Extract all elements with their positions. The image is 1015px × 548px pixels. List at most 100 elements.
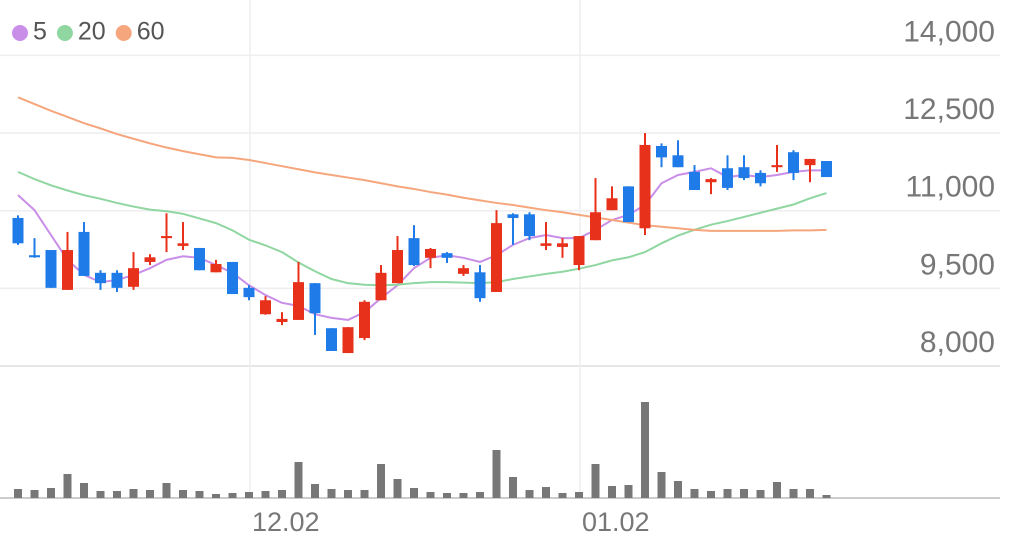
candle-body: [606, 198, 618, 211]
volume-bar: [212, 494, 220, 498]
candle-body: [738, 167, 750, 179]
volume-bar: [690, 489, 699, 498]
x-tick-label: 12.02: [252, 507, 320, 537]
candle-body: [29, 255, 40, 258]
volume-bar: [63, 474, 72, 498]
volume-bar: [459, 493, 468, 498]
candle-body: [623, 186, 634, 223]
candle-body: [161, 236, 172, 239]
candle-body: [375, 272, 387, 301]
candle-body: [491, 223, 502, 292]
volume-bar: [162, 483, 171, 498]
volume-bar: [294, 462, 303, 498]
candle-body: [788, 152, 799, 173]
volume-bar: [146, 490, 154, 498]
candle-body: [111, 272, 123, 288]
volume-bar: [558, 493, 567, 498]
candle-body: [458, 268, 469, 274]
candle-body: [359, 301, 370, 339]
volume-bar: [261, 491, 270, 498]
x-tick-label: 01.02: [582, 507, 650, 537]
candle-body: [425, 249, 436, 258]
candle-body: [326, 328, 337, 351]
y-tick-label: 14,000: [903, 15, 995, 48]
candle-body: [705, 179, 717, 183]
volume-bar: [591, 464, 600, 498]
candle-body: [342, 327, 354, 354]
candle-body: [771, 165, 783, 168]
volume-bar: [525, 490, 534, 498]
volume-bar: [113, 491, 121, 498]
candle-body: [672, 155, 684, 168]
volume-bar: [789, 489, 798, 498]
volume-bar: [624, 485, 633, 498]
ma-line: [17, 96, 827, 232]
candle-body: [144, 257, 156, 262]
candle-body: [95, 272, 106, 284]
volume-bar: [360, 490, 369, 498]
candle-body: [62, 250, 73, 290]
volume-bar: [14, 489, 22, 498]
candle-body: [227, 261, 238, 295]
legend-label: 20: [78, 18, 106, 46]
candle-body: [557, 243, 568, 247]
candle-body: [821, 160, 832, 178]
volume-bar: [707, 491, 715, 498]
volume-bar: [311, 484, 319, 498]
volume-bar: [492, 450, 501, 498]
candle-body: [524, 214, 535, 237]
volume-bar: [773, 482, 781, 498]
volume-bar: [542, 487, 550, 498]
candle-body: [309, 283, 321, 314]
candle-body: [722, 168, 733, 188]
volume-bar: [608, 486, 616, 498]
candle-body: [689, 171, 700, 190]
volume-bar: [80, 483, 88, 498]
candle-body: [260, 300, 271, 315]
y-tick-label: 12,500: [903, 93, 995, 126]
candle-body: [392, 250, 403, 284]
y-tick-label: 11,000: [905, 171, 995, 204]
volume-bar: [575, 492, 583, 498]
candle-body: [804, 158, 816, 166]
candle-body: [507, 214, 519, 218]
volume-bar: [344, 490, 352, 498]
candle-body: [590, 212, 601, 241]
candle-body: [639, 144, 651, 229]
candle-body: [12, 217, 24, 244]
candle-body: [573, 236, 585, 266]
volume-bar: [228, 493, 237, 498]
volume-bar: [129, 489, 138, 498]
volume-bar: [327, 489, 336, 498]
volume-bar: [47, 488, 55, 498]
volume-bar: [822, 495, 831, 498]
volume-bar: [476, 492, 484, 498]
volume-bar: [756, 490, 765, 498]
volume-bar: [30, 490, 39, 498]
volume-bar: [377, 464, 385, 498]
y-tick-label: 9,500: [920, 248, 995, 281]
volume-bar: [245, 492, 253, 498]
volume-bar: [96, 491, 105, 498]
volume-bar: [278, 490, 286, 498]
volume-bar: [393, 479, 402, 498]
y-tick-label: 8,000: [920, 326, 995, 359]
volume-bar: [740, 489, 748, 498]
legend-marker: [56, 25, 73, 41]
candle-body: [45, 250, 57, 288]
candle-body: [474, 272, 486, 299]
volume-bar: [410, 488, 418, 498]
volume-bar: [443, 493, 451, 498]
ma-line: [17, 170, 827, 287]
volume-bar: [641, 402, 649, 498]
candle-body: [243, 287, 255, 298]
candle-body: [293, 282, 304, 320]
candle-body: [128, 268, 139, 287]
volume-bar: [509, 477, 517, 498]
legend-label: 5: [33, 18, 47, 46]
candle-body: [540, 243, 552, 246]
candle-body: [78, 231, 90, 276]
candle-body: [210, 264, 222, 273]
candle-body: [408, 238, 420, 266]
candle-body: [656, 145, 667, 158]
